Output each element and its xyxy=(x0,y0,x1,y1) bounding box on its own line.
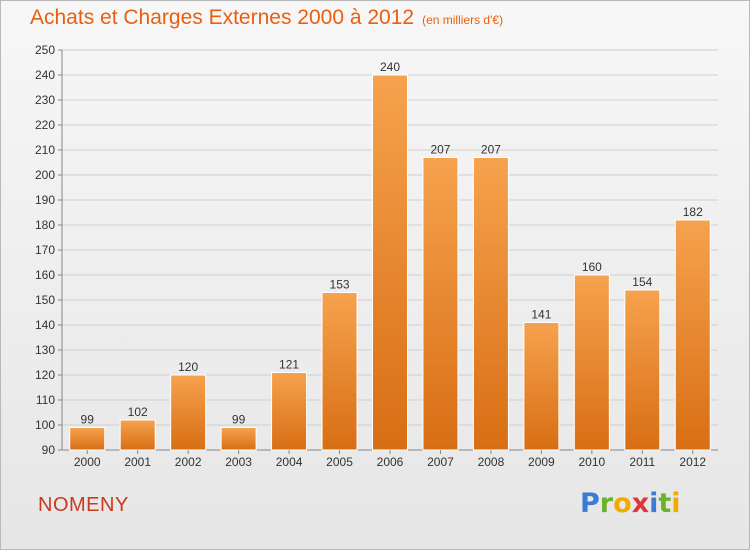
value-label-2001: 102 xyxy=(128,405,148,419)
x-tick-label: 2006 xyxy=(377,455,404,469)
x-tick-label: 2005 xyxy=(326,455,353,469)
y-tick-label: 200 xyxy=(35,168,55,182)
y-tick-label: 140 xyxy=(35,318,55,332)
bar-2008 xyxy=(472,157,509,451)
y-tick-label: 220 xyxy=(35,118,55,132)
logo-letter: x xyxy=(631,488,650,519)
value-label-2010: 160 xyxy=(582,260,602,274)
bar-2001 xyxy=(119,419,156,451)
logo-letter: P xyxy=(580,488,600,519)
value-label-2003: 99 xyxy=(232,413,246,427)
value-label-2007: 207 xyxy=(430,143,450,157)
y-tick-label: 190 xyxy=(35,193,55,207)
y-tick-label: 120 xyxy=(35,368,55,382)
bars xyxy=(69,74,711,451)
bar-2003 xyxy=(220,427,257,451)
bar-2010 xyxy=(573,274,610,451)
bar-2002 xyxy=(170,374,207,451)
bar-2012 xyxy=(674,219,711,451)
x-tick-label: 2010 xyxy=(578,455,605,469)
logo-letter: o xyxy=(613,488,632,519)
value-label-2009: 141 xyxy=(531,308,551,322)
value-label-2005: 153 xyxy=(330,278,350,292)
bar-2011 xyxy=(624,289,661,451)
chart-title: Achats et Charges Externes 2000 à 2012 (e… xyxy=(30,6,503,30)
y-tick-label: 130 xyxy=(35,343,55,357)
y-tick-label: 250 xyxy=(35,43,55,57)
x-tick-label: 2004 xyxy=(276,455,303,469)
logo-letter: t xyxy=(658,488,672,519)
value-label-2004: 121 xyxy=(279,358,299,372)
y-tick-label: 110 xyxy=(36,393,55,407)
value-label-2008: 207 xyxy=(481,143,501,157)
value-labels: 99 102 120 99 121 153 240 207 207 141 160 154 182 xyxy=(81,60,704,427)
value-label-2006: 240 xyxy=(380,60,400,74)
x-tick-label: 2002 xyxy=(175,455,202,469)
y-tick-label: 170 xyxy=(35,243,55,257)
bar-2004 xyxy=(271,372,308,451)
value-label-2000: 99 xyxy=(81,413,95,427)
y-tick-labels: 90 100 110 120 130 140 150 160 170 180 190 200 210 22… xyxy=(35,43,55,457)
x-tick-label: 2009 xyxy=(528,455,555,469)
y-tick-label: 230 xyxy=(35,93,55,107)
bar-2007 xyxy=(422,157,459,451)
y-tick-label: 180 xyxy=(35,218,55,232)
bar-2000 xyxy=(69,427,106,451)
chart-title-text: Achats et Charges Externes 2000 à 2012 xyxy=(30,6,415,29)
logo-letter: r xyxy=(599,488,614,519)
bar-2005 xyxy=(321,292,358,451)
value-label-2011: 154 xyxy=(632,275,652,289)
logo-letter: i xyxy=(649,488,659,519)
value-label-2002: 120 xyxy=(178,360,198,374)
chart-subtitle: (en milliers d'€) xyxy=(422,13,504,27)
y-tick-label: 150 xyxy=(35,293,55,307)
y-tick-label: 210 xyxy=(35,143,55,157)
bar-2006 xyxy=(372,74,408,451)
y-tick-label: 240 xyxy=(35,68,55,82)
value-label-2012: 182 xyxy=(683,205,703,219)
logo-letter: i xyxy=(671,488,681,519)
x-tick-label: 2008 xyxy=(478,455,505,469)
x-tick-label: 2000 xyxy=(74,455,101,469)
commune-name: NOMENY xyxy=(38,494,129,516)
x-tick-label: 2003 xyxy=(225,455,252,469)
x-tick-label: 2012 xyxy=(679,455,706,469)
y-tick-label: 160 xyxy=(35,268,55,282)
bar-2009 xyxy=(523,322,560,451)
x-tick-labels: 2000 2001 2002 2003 2004 2005 2006 2007 2008 2009… xyxy=(74,450,706,469)
y-tick-label: 90 xyxy=(42,443,56,457)
proxiti-logo: Proxiti xyxy=(580,488,681,519)
x-tick-label: 2011 xyxy=(629,455,655,469)
x-tick-label: 2007 xyxy=(427,455,454,469)
x-tick-label: 2001 xyxy=(124,455,151,469)
y-tick-label: 100 xyxy=(35,418,55,432)
